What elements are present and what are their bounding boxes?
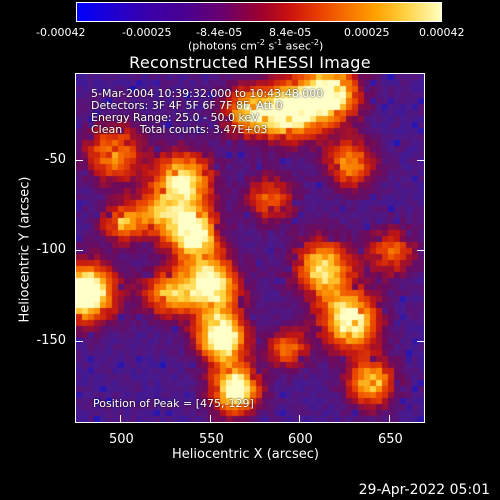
y-tick-mark: [417, 160, 425, 161]
x-tick-label: 650: [378, 432, 403, 447]
time-range-label: 5-Mar-2004 10:39:32.000 to 10:43:48.000: [91, 87, 324, 100]
x-tick-mark: [299, 415, 300, 423]
colorbar-tick-label: -0.00042: [36, 26, 86, 39]
peak-position-label: Position of Peak = [475,-129]: [93, 397, 254, 410]
y-axis-label: Heliocentric Y (arcsec): [17, 176, 33, 323]
y-tick-label: -50: [44, 152, 66, 167]
x-tick-mark: [210, 415, 211, 423]
y-tick-mark: [75, 341, 83, 342]
y-tick-mark: [417, 341, 425, 342]
y-tick-mark: [75, 250, 83, 251]
colorbar: [76, 2, 442, 22]
x-tick-mark: [389, 415, 390, 423]
colorbar-tick-label: -8.4e-05: [196, 26, 243, 39]
heatmap-image: [76, 74, 424, 422]
y-tick-mark: [75, 160, 83, 161]
x-tick-mark: [120, 415, 121, 423]
plot-area: 5-Mar-2004 10:39:32.000 to 10:43:48.000 …: [75, 73, 425, 423]
y-tick-label: -100: [36, 242, 66, 257]
y-tick-label: -150: [36, 333, 66, 348]
colorbar-tick-label: 8.4e-05: [269, 26, 312, 39]
colorbar-tick-label: -0.00025: [122, 26, 172, 39]
plot-title: Reconstructed RHESSI Image: [129, 53, 371, 72]
footer-timestamp: 29-Apr-2022 05:01: [358, 482, 490, 498]
detectors-label: Detectors: 3F 4F 5F 6F 7F 8F, Att 0: [91, 99, 283, 112]
clean-counts-label: Clean Total counts: 3.47E+03: [91, 123, 268, 136]
colorbar-tick-label: 0.00025: [344, 26, 390, 39]
x-tick-label: 500: [109, 432, 134, 447]
colorbar-unit-label: (photons cm-2 s-1 asec-2): [188, 38, 324, 53]
colorbar-tick-label: 0.00042: [419, 26, 465, 39]
x-axis-label: Heliocentric X (arcsec): [172, 447, 319, 462]
energy-range-label: Energy Range: 25.0 - 50.0 keV: [91, 111, 259, 124]
y-tick-mark: [417, 250, 425, 251]
x-tick-label: 600: [288, 432, 313, 447]
x-tick-label: 550: [199, 432, 224, 447]
